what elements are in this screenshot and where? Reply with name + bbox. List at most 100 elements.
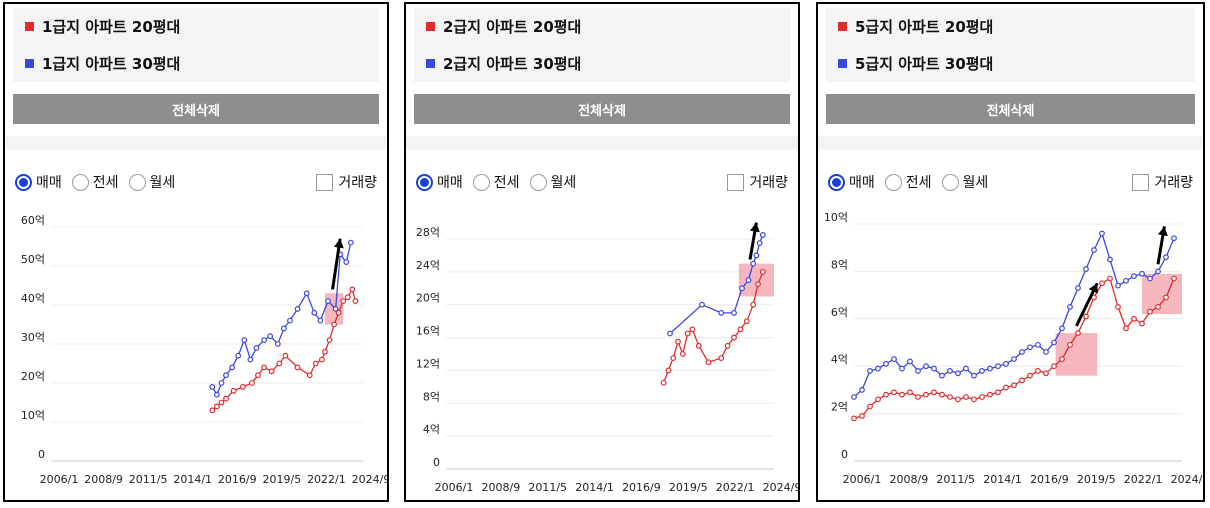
data-point: [1163, 294, 1169, 301]
data-point: [223, 372, 229, 379]
delete-all-button[interactable]: 전체삭제: [826, 94, 1195, 124]
divider: [5, 136, 387, 150]
data-point: [213, 391, 220, 398]
data-point: [731, 334, 737, 341]
data-point: [294, 305, 301, 312]
x-tick-label: 2008/9: [84, 473, 123, 486]
radio-empty-icon: [941, 173, 959, 191]
data-point: [1131, 273, 1137, 280]
checkbox-label: 거래량: [1154, 175, 1193, 191]
data-point: [875, 396, 881, 403]
chart-panel-tier1: 1급지 아파트 20평대 1급지 아파트 30평대 전체삭제 매매 전세 월세 …: [3, 2, 389, 502]
y-tick-label: 20억: [21, 370, 45, 383]
data-point: [282, 352, 289, 359]
data-point: [753, 252, 760, 259]
data-point: [1099, 280, 1105, 287]
data-point: [294, 364, 301, 371]
data-point: [303, 290, 310, 297]
data-point: [1147, 275, 1153, 282]
radio-empty-icon: [71, 173, 89, 191]
data-point: [1099, 230, 1105, 237]
data-point: [851, 394, 857, 400]
data-point: [1075, 285, 1081, 291]
data-point: [267, 333, 274, 340]
blue-square-icon: [838, 59, 847, 68]
data-point: [743, 318, 750, 325]
data-point: [344, 294, 351, 301]
data-point: [325, 298, 331, 304]
data-point: [274, 341, 281, 347]
radio-jeonse[interactable]: 전세: [472, 172, 520, 192]
y-tick-label: 2억: [831, 401, 848, 414]
arrow-head: [1157, 226, 1168, 237]
volume-checkbox[interactable]: 거래량: [1132, 172, 1193, 192]
legend-item-30[interactable]: 2급지 아파트 30평대: [426, 53, 581, 74]
legend-label: 2급지 아파트 20평대: [443, 18, 582, 36]
data-point: [218, 399, 225, 406]
x-tick-label: 2016/9: [622, 481, 661, 494]
radio-selected-icon: [828, 173, 845, 191]
data-point: [939, 391, 945, 398]
data-point: [756, 240, 763, 247]
data-point: [971, 396, 977, 403]
radio-jeonse[interactable]: 전세: [884, 172, 932, 192]
y-tick-label: 24억: [416, 259, 440, 272]
volume-checkbox[interactable]: 거래량: [727, 172, 788, 192]
legend-item-20[interactable]: 1급지 아파트 20평대: [25, 16, 180, 37]
blue-square-icon: [426, 59, 435, 68]
data-point: [335, 309, 342, 316]
radio-label: 월세: [550, 175, 577, 191]
data-point: [718, 310, 725, 316]
data-point: [352, 298, 359, 304]
data-point: [241, 337, 248, 344]
highlight-box: [1055, 333, 1098, 376]
data-point: [218, 380, 225, 386]
data-point: [907, 389, 913, 396]
delete-all-button[interactable]: 전체삭제: [13, 94, 379, 124]
data-point: [915, 394, 921, 400]
data-point: [923, 363, 929, 370]
series-line: [853, 231, 1175, 398]
radio-sale[interactable]: 매매: [15, 172, 62, 192]
x-tick-label: 2011/5: [129, 473, 168, 486]
radio-monthly[interactable]: 월세: [941, 172, 988, 192]
radio-monthly[interactable]: 월세: [529, 172, 577, 192]
data-point: [867, 368, 873, 374]
data-point: [1059, 356, 1065, 362]
data-point: [223, 395, 229, 402]
radio-sale[interactable]: 매매: [828, 172, 875, 192]
x-tick-label: 2014/1: [173, 473, 212, 486]
volume-checkbox[interactable]: 거래량: [316, 172, 377, 192]
data-point: [1107, 256, 1113, 263]
data-point: [1083, 313, 1089, 320]
data-point: [343, 259, 350, 265]
legend-item-20[interactable]: 5급지 아파트 20평대: [838, 16, 993, 37]
y-tick-label: 30억: [21, 331, 45, 344]
data-point: [311, 309, 318, 316]
data-point: [276, 360, 283, 367]
delete-all-button[interactable]: 전체삭제: [414, 94, 790, 124]
x-tick-label: 2008/9: [890, 473, 929, 486]
radio-jeonse[interactable]: 전세: [71, 172, 119, 192]
legend-item-30[interactable]: 5급지 아파트 30평대: [838, 53, 993, 74]
data-point: [891, 356, 897, 362]
price-chart: 0 10억 20억 30억 40억 50억 60억 2006/1 2008/9 2011/5 201…: [21, 214, 387, 486]
series-line: [669, 234, 764, 334]
data-point: [947, 394, 953, 400]
legend-label: 1급지 아파트 20평대: [42, 18, 181, 36]
data-point: [867, 403, 873, 410]
data-point: [261, 364, 267, 371]
data-point: [1115, 282, 1121, 289]
data-point: [963, 365, 969, 372]
data-point: [759, 268, 766, 275]
legend-item-30[interactable]: 1급지 아파트 30평대: [25, 53, 180, 74]
data-point: [322, 348, 328, 355]
x-tick-label: 2006/1: [843, 473, 882, 486]
radio-monthly[interactable]: 월세: [128, 172, 175, 192]
y-tick-label: 0: [38, 448, 45, 461]
data-point: [1003, 384, 1009, 391]
legend-item-20[interactable]: 2급지 아파트 20평대: [426, 16, 581, 37]
legend-label: 1급지 아파트 30평대: [42, 55, 181, 73]
radio-sale[interactable]: 매매: [416, 172, 463, 192]
x-tick-label: 2016/9: [218, 473, 257, 486]
